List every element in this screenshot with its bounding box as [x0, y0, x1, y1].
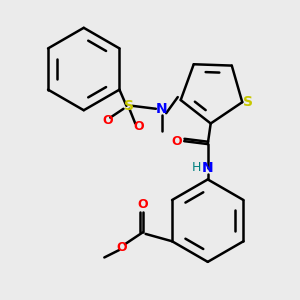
Text: N: N: [156, 102, 168, 116]
Text: S: S: [124, 99, 134, 113]
Text: H: H: [191, 161, 201, 174]
Text: O: O: [172, 135, 182, 148]
Text: O: O: [117, 241, 127, 254]
Text: N: N: [202, 160, 214, 175]
Text: S: S: [243, 95, 253, 109]
Text: O: O: [133, 120, 143, 133]
Text: O: O: [102, 114, 112, 127]
Text: O: O: [137, 198, 148, 211]
